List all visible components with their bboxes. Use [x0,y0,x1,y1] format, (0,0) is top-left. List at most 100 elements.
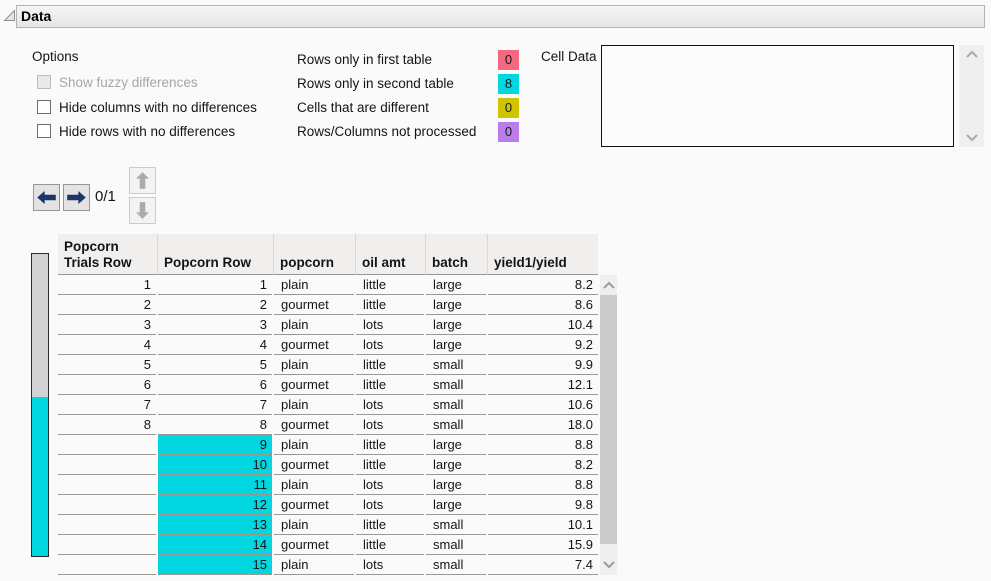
table-cell[interactable]: 10.1 [488,515,598,535]
table-cell[interactable]: gourmet [274,375,354,395]
table-cell[interactable]: 9.8 [488,495,598,515]
table-cell[interactable]: lots [356,495,424,515]
checkbox-icon[interactable] [37,100,51,114]
table-cell[interactable]: little [356,515,424,535]
table-cell[interactable]: plain [274,275,354,295]
table-cell[interactable]: plain [274,475,354,495]
table-cell[interactable]: 12 [158,495,272,515]
table-cell[interactable]: 3 [58,315,156,335]
table-cell[interactable]: gourmet [274,335,354,355]
table-cell[interactable]: plain [274,515,354,535]
table-cell[interactable]: lots [356,335,424,355]
table-cell[interactable]: lots [356,475,424,495]
table-row[interactable]: 10 gourmet little large 8.2 [58,455,598,475]
table-cell[interactable]: 5 [158,355,272,375]
table-cell[interactable]: 8.6 [488,295,598,315]
scroll-down-icon[interactable] [965,133,979,142]
table-cell[interactable]: gourmet [274,455,354,475]
cell-data-scrollbar[interactable] [959,45,984,147]
table-cell[interactable]: large [426,435,486,455]
table-cell[interactable]: 2 [58,295,156,315]
table-cell[interactable]: 13 [158,515,272,535]
table-cell[interactable]: lots [356,415,424,435]
table-cell[interactable]: 4 [58,335,156,355]
table-cell[interactable]: large [426,335,486,355]
column-header[interactable]: popcorn [274,234,356,275]
table-cell[interactable]: 1 [58,275,156,295]
column-header[interactable]: batch [426,234,488,275]
table-cell[interactable]: gourmet [274,295,354,315]
table-row[interactable]: 3 3 plain lots large 10.4 [58,315,598,335]
scroll-up-icon[interactable] [602,281,616,290]
table-cell[interactable]: little [356,355,424,375]
table-row[interactable]: 14 gourmet little small 15.9 [58,535,598,555]
table-row[interactable]: 11 plain lots large 8.8 [58,475,598,495]
table-row[interactable]: 6 6 gourmet little small 12.1 [58,375,598,395]
table-cell[interactable] [58,435,156,455]
table-cell[interactable]: plain [274,555,354,575]
table-cell[interactable] [58,455,156,475]
table-cell[interactable]: 9.9 [488,355,598,375]
table-cell[interactable]: little [356,455,424,475]
table-cell[interactable]: gourmet [274,535,354,555]
table-cell[interactable]: small [426,515,486,535]
table-cell[interactable]: 8.2 [488,455,598,475]
table-cell[interactable] [58,515,156,535]
table-cell[interactable]: 15 [158,555,272,575]
table-row[interactable]: 5 5 plain little small 9.9 [58,355,598,375]
table-cell[interactable]: small [426,355,486,375]
table-cell[interactable]: 11 [158,475,272,495]
table-cell[interactable] [58,495,156,515]
table-cell[interactable]: 7 [158,395,272,415]
table-cell[interactable]: 18.0 [488,415,598,435]
table-cell[interactable]: 15.9 [488,535,598,555]
table-cell[interactable] [58,475,156,495]
table-cell[interactable]: small [426,555,486,575]
table-cell[interactable]: plain [274,395,354,415]
scrollbar-thumb[interactable] [600,295,617,544]
section-header-bar[interactable]: Data [16,5,985,28]
table-cell[interactable]: 14 [158,535,272,555]
table-cell[interactable]: 6 [158,375,272,395]
previous-difference-button[interactable] [33,184,60,211]
next-difference-button[interactable] [63,184,90,211]
up-difference-button[interactable] [129,167,156,194]
table-row[interactable]: 4 4 gourmet lots large 9.2 [58,335,598,355]
table-cell[interactable]: small [426,395,486,415]
table-cell[interactable]: 10 [158,455,272,475]
table-scrollbar[interactable] [600,275,617,575]
table-row[interactable]: 12 gourmet lots large 9.8 [58,495,598,515]
table-cell[interactable]: 1 [158,275,272,295]
disclosure-triangle-icon[interactable] [3,9,16,22]
scroll-up-icon[interactable] [965,50,979,59]
table-cell[interactable]: large [426,295,486,315]
table-cell[interactable]: little [356,435,424,455]
table-cell[interactable]: little [356,535,424,555]
column-header[interactable]: oil amt [356,234,426,275]
table-cell[interactable]: 10.6 [488,395,598,415]
table-cell[interactable]: small [426,535,486,555]
cell-data-textbox[interactable] [601,45,954,147]
table-cell[interactable]: 7 [58,395,156,415]
table-cell[interactable]: 12.1 [488,375,598,395]
table-cell[interactable]: 8 [58,415,156,435]
checkbox-hide-rows[interactable]: Hide rows with no differences [37,123,235,139]
table-cell[interactable]: 8.8 [488,435,598,455]
table-cell[interactable]: 3 [158,315,272,335]
scroll-down-icon[interactable] [602,560,616,569]
table-row[interactable]: 1 1 plain little large 8.2 [58,275,598,295]
table-cell[interactable]: plain [274,435,354,455]
table-cell[interactable]: gourmet [274,495,354,515]
table-cell[interactable]: large [426,475,486,495]
table-cell[interactable]: small [426,415,486,435]
table-cell[interactable]: little [356,275,424,295]
table-row[interactable]: 9 plain little large 8.8 [58,435,598,455]
table-cell[interactable] [58,535,156,555]
checkbox-icon[interactable] [37,124,51,138]
checkbox-hide-columns[interactable]: Hide columns with no differences [37,99,257,115]
table-cell[interactable]: lots [356,315,424,335]
column-header[interactable]: Popcorn Trials Row [58,234,158,275]
table-cell[interactable]: 8.8 [488,475,598,495]
table-cell[interactable]: lots [356,555,424,575]
table-cell[interactable]: small [426,375,486,395]
